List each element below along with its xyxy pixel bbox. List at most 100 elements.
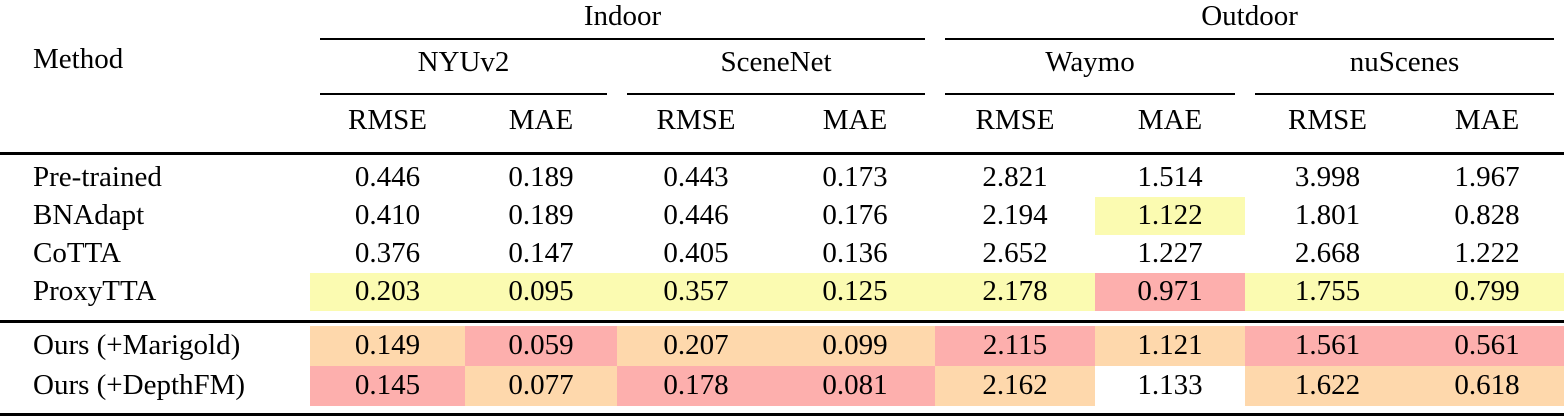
method-label: Ours (+Marigold): [33, 329, 241, 362]
metric-cell: 1.755: [1245, 273, 1411, 311]
group-header-outdoor: Outdoor: [935, 0, 1564, 40]
empty-corner-cell: [0, 0, 310, 40]
dataset-header-waymo: Waymo: [935, 40, 1245, 95]
metric-cell: 0.561: [1410, 326, 1564, 366]
metric-cell: 0.799: [1410, 273, 1564, 311]
metric-cell: 0.145: [310, 366, 465, 406]
dataset-label: NYUv2: [417, 45, 510, 78]
metric-cell: 0.099: [775, 326, 936, 366]
method-label: BNAdapt: [33, 199, 145, 232]
metric-header: RMSE: [975, 104, 1055, 137]
metric-cell: 0.376: [354, 237, 421, 270]
metric-cell: 2.178: [935, 273, 1096, 311]
metric-cell: 2.162: [935, 366, 1096, 406]
metric-cell: 1.122: [1095, 197, 1246, 235]
metric-cell: 0.443: [663, 161, 729, 194]
metric-cell: 0.446: [663, 199, 729, 232]
metric-cell: 0.077: [465, 366, 617, 406]
table-row: Pre-trained 0.446 0.189 0.443 0.173 2.821 1.51…: [0, 159, 1564, 197]
method-label: Pre-trained: [33, 161, 162, 194]
metric-cell: 1.227: [1137, 237, 1203, 270]
metric-cell: 1.121: [1095, 326, 1246, 366]
dataset-header-nuscenes: nuScenes: [1245, 40, 1564, 95]
metric-cell: 0.095: [465, 273, 617, 311]
metric-cell: 1.561: [1245, 326, 1411, 366]
method-column-header: Method: [33, 43, 124, 75]
dataset-header-scenenet: SceneNet: [617, 40, 935, 95]
metric-cell: 0.357: [617, 273, 775, 311]
baseline-rows-section: Pre-trained 0.446 0.189 0.443 0.173 2.821 1.51…: [0, 159, 1564, 311]
metric-cell: 1.133: [1137, 369, 1203, 402]
group-label: Indoor: [583, 0, 662, 33]
nyuv2-underline-rule: [320, 93, 607, 95]
metric-cell: 0.618: [1410, 366, 1564, 406]
ours-rows-section: Ours (+Marigold) 0.149 0.059 0.207 0.099 2.11…: [0, 326, 1564, 406]
metric-header: MAE: [508, 104, 574, 137]
metric-cell: 2.821: [982, 161, 1048, 194]
metric-header: MAE: [822, 104, 888, 137]
metric-cell: 1.801: [1294, 199, 1361, 232]
metric-cell: 2.652: [982, 237, 1048, 270]
nuscenes-underline-rule: [1255, 93, 1555, 95]
metric-cell: 0.176: [822, 199, 888, 232]
metric-cell: 0.189: [508, 199, 574, 232]
table-row: CoTTA 0.376 0.147 0.405 0.136 2.652 1.227 2.668…: [0, 235, 1564, 273]
metric-cell: 0.178: [617, 366, 775, 406]
metric-header: RMSE: [656, 104, 736, 137]
metric-cell: 0.207: [617, 326, 775, 366]
scenenet-underline-rule: [627, 93, 926, 95]
section-divider-rule-row: [0, 311, 1564, 326]
metric-cell: 0.147: [508, 237, 574, 270]
metric-cell: 2.194: [982, 199, 1048, 232]
method-label: Ours (+DepthFM): [33, 369, 246, 402]
waymo-underline-rule: [945, 93, 1236, 95]
horizontal-rule: [0, 319, 1564, 323]
metric-cell: 0.203: [310, 273, 465, 311]
metric-cell: 2.115: [935, 326, 1096, 366]
bottom-rule-row: [0, 406, 1564, 419]
dataset-label: Waymo: [1045, 45, 1135, 78]
metric-cell: 1.967: [1454, 161, 1520, 194]
dataset-label: nuScenes: [1349, 45, 1460, 78]
metric-cell: 0.405: [663, 237, 729, 270]
table-row: Ours (+Marigold) 0.149 0.059 0.207 0.099 2.11…: [0, 326, 1564, 366]
metric-cell: 0.189: [508, 161, 574, 194]
metric-cell: 1.622: [1245, 366, 1411, 406]
dataset-header-nyuv2: NYUv2: [310, 40, 617, 95]
dataset-header-row: Method NYUv2 SceneNet Waymo nuScenes: [0, 40, 1564, 95]
table-row: BNAdapt 0.410 0.189 0.446 0.176 2.194 1.122 1.8…: [0, 197, 1564, 235]
horizontal-rule: [0, 151, 1564, 155]
metric-header: MAE: [1454, 104, 1520, 137]
metric-cell: 0.081: [775, 366, 936, 406]
metric-cell: 3.998: [1294, 161, 1361, 194]
table-row: ProxyTTA 0.203 0.095 0.357 0.125 2.178 0.971 1.…: [0, 273, 1564, 311]
method-label: ProxyTTA: [33, 275, 157, 308]
metric-cell: 0.059: [465, 326, 617, 366]
metric-header: RMSE: [1288, 104, 1367, 137]
metric-cell: 0.173: [822, 161, 888, 194]
metric-cell: 1.514: [1137, 161, 1203, 194]
metric-cell: 0.828: [1454, 199, 1520, 232]
method-label: CoTTA: [33, 237, 121, 270]
metric-cell: 0.971: [1095, 273, 1246, 311]
metric-cell: 2.668: [1294, 237, 1361, 270]
metric-cell: 0.136: [822, 237, 888, 270]
metric-header-row: RMSE MAE RMSE MAE RMSE MAE RMSE MAE: [0, 95, 1564, 147]
metric-header: RMSE: [348, 104, 427, 137]
outdoor-underline-rule: [945, 38, 1555, 40]
metric-cell: 1.222: [1454, 237, 1520, 270]
horizontal-rule: [0, 413, 1564, 416]
metric-header: MAE: [1137, 104, 1203, 137]
group-header-indoor: Indoor: [310, 0, 935, 40]
header-rule-row: [0, 147, 1564, 159]
indoor-underline-rule: [320, 38, 926, 40]
metric-cell: 0.410: [354, 199, 421, 232]
metric-cell: 0.446: [354, 161, 421, 194]
table-row: Ours (+DepthFM) 0.145 0.077 0.178 0.081 2.162…: [0, 366, 1564, 406]
metric-cell: 0.125: [775, 273, 936, 311]
group-header-row: Indoor Outdoor: [0, 0, 1564, 40]
group-label: Outdoor: [1201, 0, 1298, 33]
metric-cell: 0.149: [310, 326, 465, 366]
dataset-label: SceneNet: [720, 45, 832, 78]
